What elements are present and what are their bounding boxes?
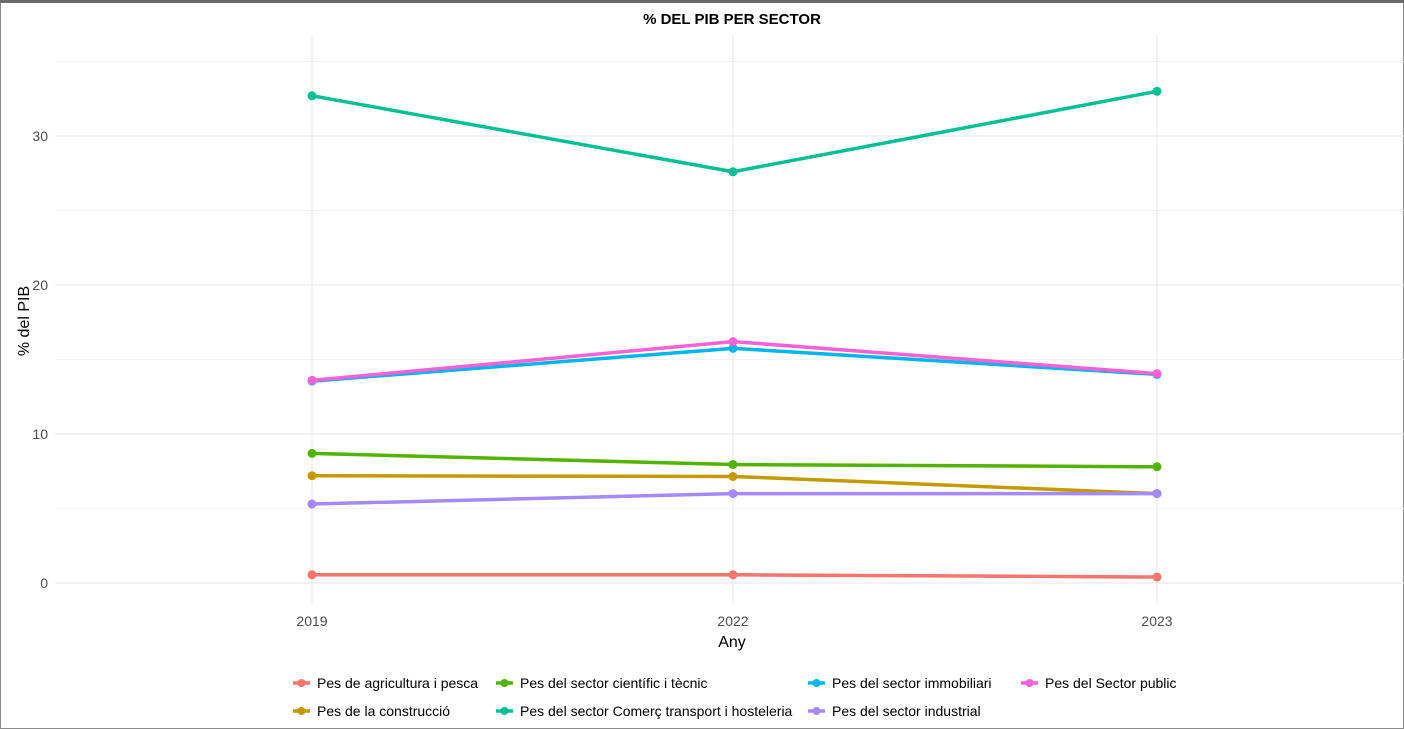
series-lines	[310, 89, 1159, 579]
data-point	[307, 91, 317, 101]
data-point	[728, 570, 738, 580]
legend-label: Pes del sector industrial	[832, 703, 981, 719]
window-top-border	[0, 0, 1404, 3]
chart-title: % DEL PIB PER SECTOR	[643, 11, 821, 28]
x-tick-label: 2022	[717, 613, 748, 629]
legend-label: Pes del Sector public	[1045, 675, 1177, 691]
legend-key-point	[297, 707, 306, 715]
data-point	[1152, 86, 1162, 96]
data-point	[728, 471, 738, 481]
data-point	[307, 570, 317, 580]
legend-key-point	[812, 707, 821, 715]
data-point	[1152, 572, 1162, 582]
data-point	[728, 460, 738, 470]
series-line	[310, 89, 1159, 174]
legend-item: Pes del sector industrial	[808, 703, 981, 719]
legend: Pes de agricultura i pesca Pes del sector…	[293, 675, 1177, 719]
data-point	[307, 448, 317, 458]
grid-lines	[55, 34, 1404, 603]
legend-item: Pes de la construcció	[293, 703, 450, 719]
data-point	[728, 343, 738, 353]
legend-label: Pes del sector Comerç transport i hostel…	[520, 703, 793, 719]
data-point	[728, 337, 738, 347]
data-point	[1152, 489, 1162, 499]
data-point	[1152, 369, 1162, 379]
legend-label: Pes del sector científic i tècnic	[520, 675, 708, 691]
legend-label: Pes de la construcció	[317, 703, 450, 719]
y-tick-label: 0	[40, 575, 48, 591]
y-tick-label: 20	[32, 277, 48, 293]
y-tick-label: 10	[32, 426, 48, 442]
y-tick-labels: 0 10 20 30	[32, 128, 48, 591]
legend-label: Pes de agricultura i pesca	[317, 675, 478, 691]
data-point	[728, 489, 738, 499]
x-tick-label: 2019	[296, 613, 327, 629]
data-point	[307, 471, 317, 481]
legend-key-point	[1025, 679, 1034, 687]
x-tick-label: 2023	[1141, 613, 1172, 629]
x-tick-labels: 2019 2022 2023	[296, 613, 1172, 629]
data-point	[728, 167, 738, 177]
data-point	[307, 499, 317, 509]
legend-key-point	[297, 679, 306, 687]
legend-item: Pes de agricultura i pesca	[293, 675, 478, 691]
data-point	[307, 375, 317, 385]
legend-key-point	[500, 679, 509, 687]
legend-item: Pes del sector immobiliari	[808, 675, 992, 691]
legend-key-point	[500, 707, 509, 715]
legend-item: Pes del sector Comerç transport i hostel…	[496, 703, 793, 719]
legend-item: Pes del Sector public	[1021, 675, 1177, 691]
series-points	[307, 86, 1162, 582]
x-axis-title: Any	[718, 634, 746, 651]
y-axis-title: % del PIB	[16, 286, 33, 356]
data-point	[1152, 462, 1162, 472]
legend-key-point	[812, 679, 821, 687]
legend-item: Pes del sector científic i tècnic	[496, 675, 708, 691]
y-tick-label: 30	[32, 128, 48, 144]
legend-label: Pes del sector immobiliari	[832, 675, 992, 691]
